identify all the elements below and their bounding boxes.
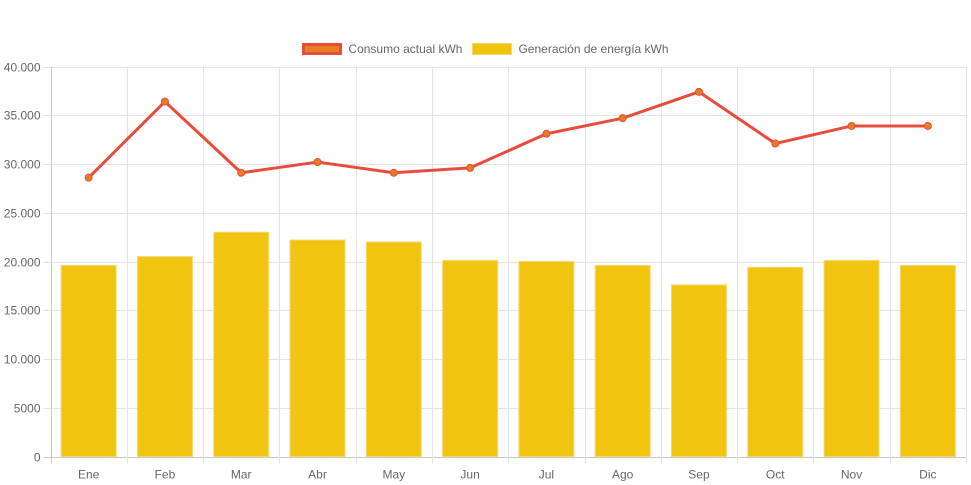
- point-mar[interactable]: [237, 168, 246, 177]
- bar-ago[interactable]: [594, 264, 651, 457]
- y-tick-label: 25.000: [4, 207, 41, 221]
- y-tick-label: 0: [34, 451, 41, 465]
- bar-jul[interactable]: [518, 261, 575, 457]
- x-tick-label: Sep: [688, 468, 710, 482]
- grid-lines: [43, 66, 967, 464]
- point-may[interactable]: [389, 168, 398, 177]
- bar-series: [60, 231, 956, 457]
- y-tick-label: 40.000: [4, 61, 41, 75]
- x-tick-label: May: [382, 468, 405, 482]
- point-ago[interactable]: [618, 114, 627, 123]
- bar-mar[interactable]: [213, 231, 270, 457]
- point-abr[interactable]: [313, 158, 322, 167]
- point-jul[interactable]: [542, 129, 551, 138]
- x-tick-label: Dic: [919, 468, 936, 482]
- point-nov[interactable]: [847, 121, 856, 130]
- chart-legend: Consumo actual kWh Generación de energía…: [0, 42, 971, 56]
- consumo-line: [87, 90, 928, 179]
- bar-sep[interactable]: [671, 284, 727, 457]
- bar-ene[interactable]: [60, 264, 117, 457]
- bar-jun[interactable]: [442, 260, 499, 457]
- x-tick-label: Jun: [460, 468, 479, 482]
- legend-label-generacion: Generación de energía kWh: [518, 42, 669, 56]
- bar-oct[interactable]: [747, 266, 804, 457]
- y-tick-label: 5000: [14, 402, 41, 416]
- point-feb[interactable]: [160, 97, 169, 106]
- x-tick-label: Feb: [155, 468, 176, 482]
- legend-item-generacion[interactable]: Generación de energía kWh: [472, 42, 669, 56]
- legend-label-consumo: Consumo actual kWh: [348, 42, 463, 56]
- legend-swatch-generacion: [472, 43, 513, 55]
- x-tick-label: Mar: [231, 468, 252, 482]
- x-tick-label: Nov: [841, 468, 862, 482]
- y-tick-label: 35.000: [4, 109, 41, 123]
- y-tick-label: 20.000: [4, 256, 41, 270]
- x-tick-label: Oct: [766, 468, 785, 482]
- point-sep[interactable]: [694, 87, 703, 96]
- bar-abr[interactable]: [289, 239, 346, 457]
- y-tick-label: 15.000: [4, 304, 41, 318]
- y-tick-label: 30.000: [4, 158, 41, 172]
- legend-item-consumo[interactable]: Consumo actual kWh: [302, 42, 462, 56]
- line-series: [84, 87, 932, 182]
- legend-swatch-consumo: [302, 43, 343, 55]
- point-oct[interactable]: [771, 139, 780, 148]
- x-tick-label: Abr: [308, 468, 327, 482]
- point-jun[interactable]: [466, 163, 475, 172]
- x-tick-label: Ene: [78, 468, 100, 482]
- bar-nov[interactable]: [823, 260, 880, 457]
- bar-may[interactable]: [365, 241, 422, 457]
- bar-feb[interactable]: [136, 256, 193, 457]
- x-tick-label: Jul: [539, 468, 554, 482]
- y-axis: 0 5000 10.000 15.000 20.000 25.000 30.000 35.00…: [4, 61, 41, 465]
- bar-dic[interactable]: [899, 264, 956, 457]
- point-ene[interactable]: [84, 173, 93, 182]
- x-axis: Ene Feb Mar Abr May Jun Jul Ago Sep Oct Nov Dic: [78, 468, 937, 482]
- x-tick-label: Ago: [612, 468, 634, 482]
- y-tick-label: 10.000: [4, 353, 41, 367]
- point-dic[interactable]: [923, 121, 932, 130]
